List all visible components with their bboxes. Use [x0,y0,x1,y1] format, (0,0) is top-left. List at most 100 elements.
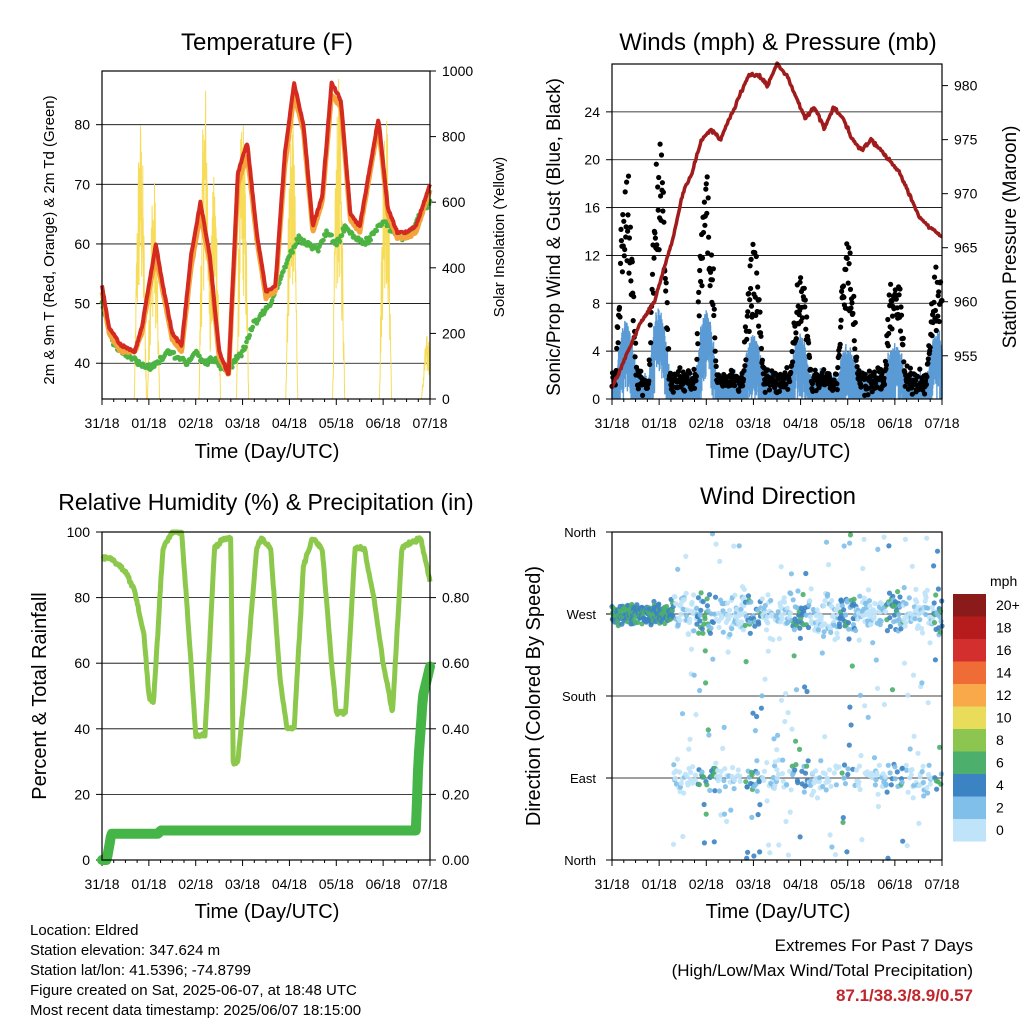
direction-point [790,597,796,603]
gust-point [885,343,891,349]
direction-point [672,594,678,600]
direction-point [754,788,760,794]
direction-point [720,629,726,635]
direction-point [689,599,695,606]
gust-point [694,331,700,337]
gust-point [798,275,804,281]
direction-point [921,793,927,799]
direction-point [814,795,821,801]
direction-point [862,703,868,709]
direction-point [729,626,735,632]
gust-point [744,313,750,319]
direction-point [909,563,915,569]
gust-point [619,269,626,275]
temperature-ylabel-left: 2m & 9m T (Red, Orange) & 2m Td (Green) [41,95,58,384]
x-tick-label: 01/18 [131,415,166,431]
direction-point [811,788,817,795]
y2-tick-label: 960 [954,294,978,310]
direction-point [698,607,704,613]
direction-point [783,818,789,825]
direction-point [715,778,721,784]
x-tick-label: 05/18 [830,876,865,892]
direction-point [869,774,875,781]
gust-point [914,373,921,379]
gust-point [695,299,701,305]
direction-point [764,614,771,620]
y2-tick-label: 0.40 [442,721,469,737]
y2-tick-label: 0.00 [442,852,469,868]
gust-point [621,253,627,259]
direction-point [845,766,851,772]
gust-point [762,389,768,395]
gust-point [790,359,796,365]
gust-point [742,324,749,330]
direction-point [802,684,808,690]
gust-point [710,302,716,308]
direction-point [925,700,931,706]
gust-point [789,348,795,355]
direction-point [858,753,864,759]
gust-point [750,241,756,247]
y2-tick-label: 965 [954,240,978,256]
direction-point [717,558,723,565]
direction-point [735,767,741,773]
direction-point [688,769,694,776]
direction-point [721,777,727,784]
dewpoint-point [243,344,248,350]
x-tick-label: 06/18 [877,415,912,431]
direction-point [857,593,863,599]
colorbar-swatch [953,796,986,819]
direction-point [875,791,881,797]
gust-point [707,269,714,275]
gust-point [927,344,933,350]
direction-point [874,685,881,692]
direction-point [793,762,799,768]
direction-point [816,778,822,785]
gust-point [803,326,809,332]
direction-point [872,600,878,607]
direction-point [703,811,709,817]
humidity-frame [101,531,431,861]
colorbar-swatch [953,751,986,774]
direction-point [865,587,872,593]
direction-point [778,564,784,570]
direction-point [731,786,737,792]
direction-point [916,611,922,617]
direction-point [910,795,916,801]
direction-point [924,785,930,791]
direction-point [670,613,676,619]
direction-point [700,599,706,605]
gust-point [846,261,852,267]
direction-point [692,772,699,778]
speed-colorbar: mph 20+ 18 16 14 12 10 8 6 4 2 0 [953,573,1020,842]
direction-point [728,807,734,813]
direction-point [707,630,714,636]
gust-point [901,359,907,365]
direction-point [856,779,862,785]
direction-point [833,782,840,788]
gust-point [618,238,625,244]
direction-point [835,603,841,609]
x-tick-label: 06/18 [366,415,401,431]
direction-point [788,787,794,793]
gust-point [759,357,766,363]
direction-point [848,722,854,728]
direction-point [822,734,828,740]
temperature-frame [101,70,431,400]
gust-point [711,306,717,312]
direction-point [845,620,852,626]
gust-point [785,386,791,392]
direction-point [691,628,697,634]
colorbar-swatch [953,819,986,842]
x-tick-label: 31/18 [84,876,119,892]
direction-point [885,762,891,768]
gust-point [693,373,700,379]
direction-point [933,592,939,598]
gust-point [889,313,896,319]
direction-point [874,770,880,776]
gust-point [647,361,653,367]
gust-point [935,313,941,319]
direction-point [670,841,677,847]
direction-point [766,842,772,848]
